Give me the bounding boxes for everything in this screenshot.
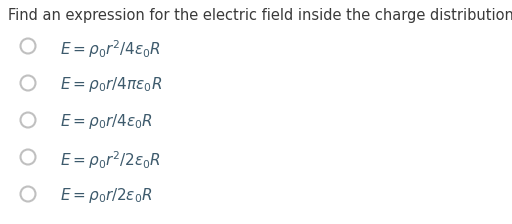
Text: $E = \rho_0 r/2\varepsilon_0 R$: $E = \rho_0 r/2\varepsilon_0 R$	[60, 186, 153, 205]
Text: $E = \rho_0 r^2/4\varepsilon_0 R$: $E = \rho_0 r^2/4\varepsilon_0 R$	[60, 38, 161, 60]
Text: $E = \rho_0 r^2/2\varepsilon_0 R$: $E = \rho_0 r^2/2\varepsilon_0 R$	[60, 149, 161, 171]
Text: $E = \rho_0 r/4\pi\varepsilon_0 R$: $E = \rho_0 r/4\pi\varepsilon_0 R$	[60, 75, 162, 94]
Text: Find an expression for the electric field inside the charge distribution.: Find an expression for the electric fiel…	[8, 8, 512, 23]
Text: $E = \rho_0 r/4\varepsilon_0 R$: $E = \rho_0 r/4\varepsilon_0 R$	[60, 112, 153, 131]
